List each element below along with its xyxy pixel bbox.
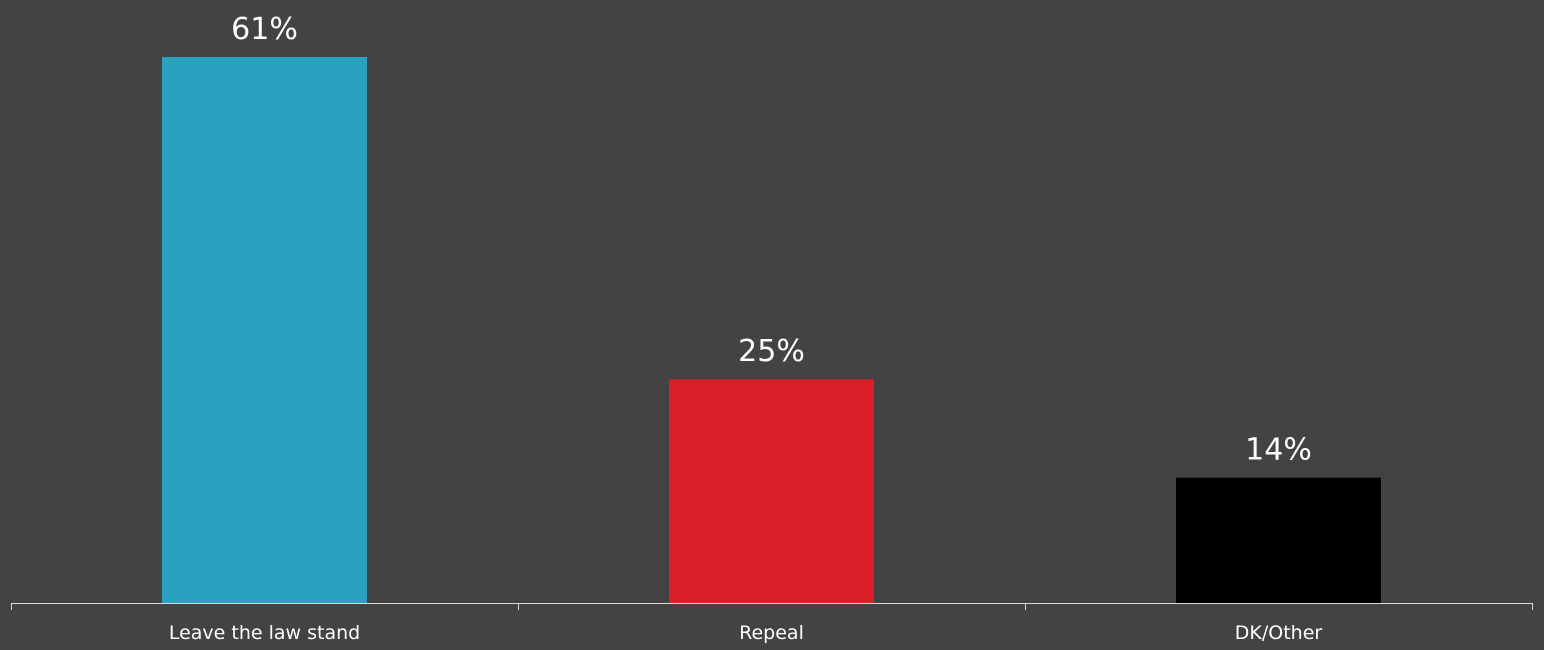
bars-layer — [162, 57, 1381, 603]
x-tick-labels: Leave the law stand Repeal DK/Other — [169, 622, 1323, 644]
bar-leave-the-law-stand — [162, 57, 367, 603]
tick-label-repeal: Repeal — [739, 622, 804, 644]
data-label-dk-other: 14% — [1245, 433, 1312, 468]
data-labels-layer: 61% 25% 14% — [231, 12, 1312, 468]
data-label-repeal: 25% — [738, 334, 805, 369]
x-axis — [11, 603, 1533, 610]
tick-label-dk-other: DK/Other — [1235, 622, 1323, 644]
bar-repeal — [669, 379, 874, 603]
data-label-leave-the-law-stand: 61% — [231, 12, 298, 47]
tick-label-leave-the-law-stand: Leave the law stand — [169, 622, 360, 644]
bar-dk-other — [1176, 477, 1381, 603]
